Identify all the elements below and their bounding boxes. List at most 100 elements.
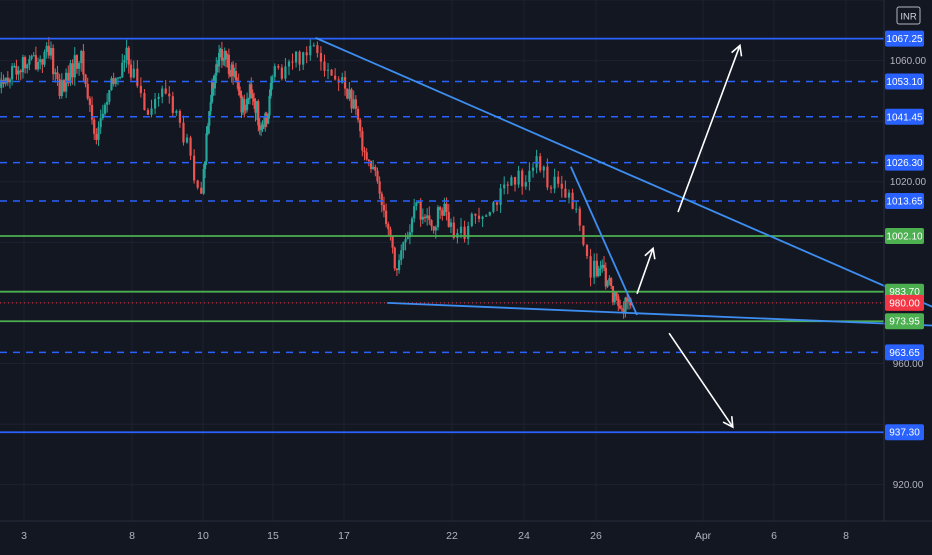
level-label: 1041.45 [885,109,924,125]
candle-body [50,48,52,56]
candle-body [575,209,577,210]
x-tick-label: 15 [267,530,279,542]
candle-body [430,220,432,226]
arrow-shaft [669,333,733,427]
candle-body [106,102,108,105]
candle-body [402,242,404,250]
candle-body [550,187,552,188]
candle-body [379,181,381,193]
candle-body [24,57,26,68]
candle-body [56,72,58,79]
candle-body [327,70,329,71]
candle-body [207,126,209,134]
candle-body [543,167,545,171]
candle-body [368,160,370,161]
candle-body [557,177,559,184]
candle-body [510,177,512,186]
x-tick-label: 26 [590,530,602,542]
candle-body [485,215,487,216]
candle-body [546,167,548,188]
candle-body [115,78,117,84]
y-axis[interactable]: 1060.001020.00960.00920.001067.251053.10… [885,31,927,492]
level-label-text: 937.30 [889,428,920,439]
candle-body [100,118,102,127]
candle-body [372,167,374,169]
candle-body [189,138,191,156]
candle-body [168,94,170,97]
candle-body [366,152,368,159]
candle-body [117,78,119,79]
candle-body [222,60,224,61]
candle-body [205,133,207,161]
candle-body [350,89,352,108]
candle-body [89,98,91,105]
candles [0,37,632,319]
candle-body [128,48,130,65]
candle-body [417,202,419,203]
candle-body [95,134,97,140]
candle-body [299,52,301,65]
candle-body [564,189,566,198]
candle-body [218,53,220,67]
candle-body [346,89,348,99]
y-tick-label: 1060.00 [890,56,927,67]
candle-body [74,55,76,77]
candle-body [126,48,128,60]
candle-body [82,51,84,75]
candle-body [221,49,223,60]
candle-body [80,51,82,63]
candle-body [610,278,612,286]
candle-body [489,212,491,216]
candle-body [320,53,322,62]
grid [0,0,884,521]
candle-body [593,261,595,278]
y-tick-label: 960.00 [893,359,924,370]
candle-body [63,80,65,91]
candle-body [140,86,142,93]
candle-body [507,185,509,186]
candle-body [11,66,13,79]
candle-body [165,89,167,94]
arrow-breakout-small [637,248,655,293]
candle-body [28,59,30,65]
y-tick-label: 920.00 [893,480,924,491]
candle-body [439,207,441,210]
candle-body [474,214,476,216]
candle-body [411,218,413,232]
candle-body [158,97,160,99]
candle-body [46,46,48,52]
candle-body [270,83,272,96]
candle-body [617,296,619,305]
candle-body [355,99,357,109]
candle-body [433,226,435,230]
candle-body [182,123,184,143]
level-label: 1026.30 [885,155,924,171]
candle-body [267,115,269,123]
candle-body [186,138,188,143]
candle-body [235,71,237,80]
candle-body [353,99,355,108]
x-tick-label: 24 [518,530,530,542]
candle-body [33,55,35,56]
x-tick-label: 6 [771,530,777,542]
candle-body [536,156,538,167]
candle-body [528,171,530,182]
candle-body [210,102,212,111]
level-label-text: 1002.10 [886,231,923,242]
candle-body [383,205,385,211]
candle-body [26,65,28,69]
candle-body [179,111,181,123]
level-label-text: 1013.65 [886,196,923,207]
candle-body [7,78,9,83]
candle-body [363,150,365,152]
candle-body [407,237,409,239]
candle-body [446,204,448,212]
candle-body [133,69,135,78]
currency-badge[interactable]: INR [897,7,920,24]
candle-body [579,209,581,226]
candle-body [78,63,80,69]
candle-body [84,75,86,84]
